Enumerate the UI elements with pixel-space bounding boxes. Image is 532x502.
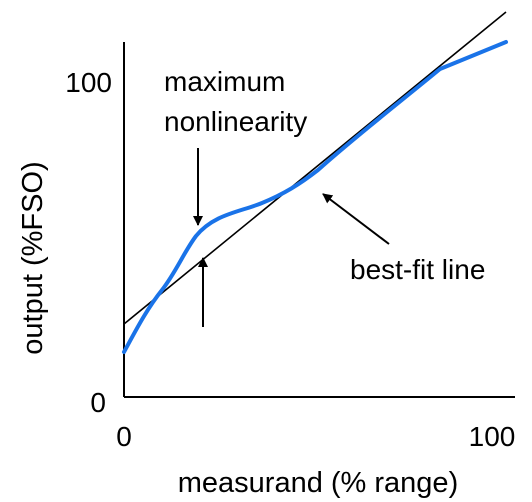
best-fit-line <box>123 11 507 325</box>
x-axis-label: measurand (% range) <box>178 467 458 499</box>
output-curve <box>122 40 508 354</box>
y-tick-100: 100 <box>65 67 112 98</box>
y-tick-0: 0 <box>90 387 106 418</box>
annotation-nonlinearity-line1: maximum <box>164 66 285 97</box>
annotation-best-fit: best-fit line <box>350 254 485 285</box>
best-fit-arrow <box>322 193 390 245</box>
y-axis-label: output (%FSO) <box>17 161 49 354</box>
x-tick-0: 0 <box>116 421 132 452</box>
x-tick-100: 100 <box>469 421 516 452</box>
annotation-nonlinearity-line2: nonlinearity <box>164 106 307 137</box>
